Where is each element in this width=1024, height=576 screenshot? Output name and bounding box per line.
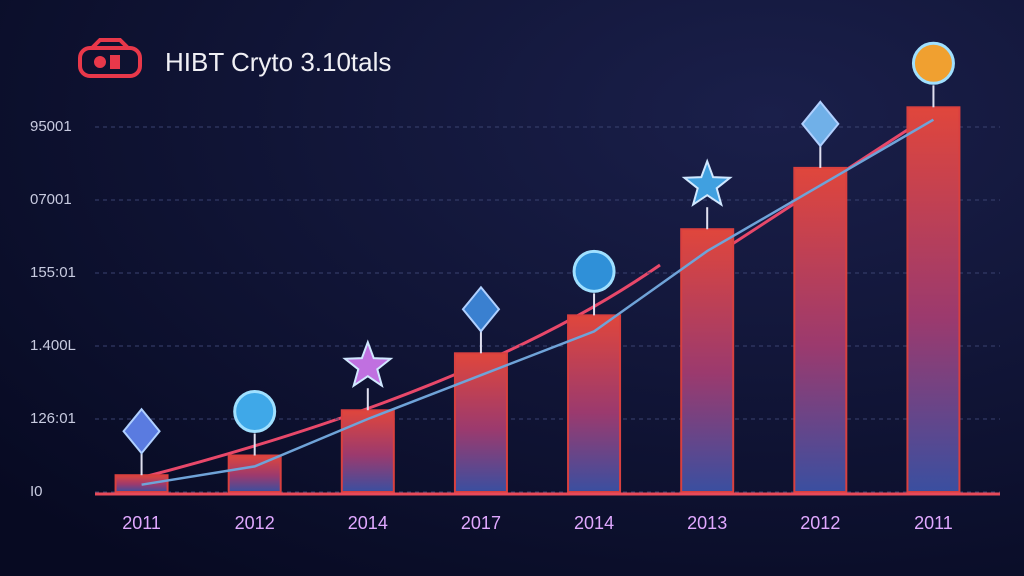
x-tick-label: 2011 — [122, 513, 161, 533]
y-tick-label: 1.400L — [30, 337, 76, 354]
y-tick-label: 126:01 — [30, 410, 76, 427]
x-tick-label: 2012 — [800, 513, 840, 533]
y-tick-label: 07001 — [30, 191, 72, 208]
bar — [340, 409, 395, 493]
x-tick-label: 2012 — [235, 513, 275, 533]
bar — [906, 106, 961, 493]
icon — [461, 285, 501, 333]
bar — [567, 314, 622, 493]
icon — [681, 158, 733, 207]
line — [141, 118, 935, 486]
y-tick-label: 155:01 — [30, 264, 76, 281]
bar — [227, 454, 282, 493]
icon — [572, 249, 616, 293]
icon — [801, 100, 840, 148]
x-tick-label: 2013 — [687, 513, 727, 533]
x-tick-label: 2014 — [348, 513, 388, 533]
bar — [680, 228, 735, 493]
x-tick-label: 2014 — [574, 513, 614, 533]
bar — [793, 166, 848, 493]
x-tick-label: 2011 — [914, 513, 953, 533]
icon — [233, 390, 277, 433]
x-tick-label: 2017 — [461, 513, 501, 533]
y-tick-label: I0 — [30, 483, 43, 500]
icon — [911, 41, 955, 85]
chart-title: HIBT Cryto 3.10tals — [165, 47, 391, 77]
y-tick-label: 95001 — [30, 118, 72, 135]
logo — [78, 38, 142, 78]
icon — [342, 339, 394, 389]
icon — [122, 407, 161, 455]
